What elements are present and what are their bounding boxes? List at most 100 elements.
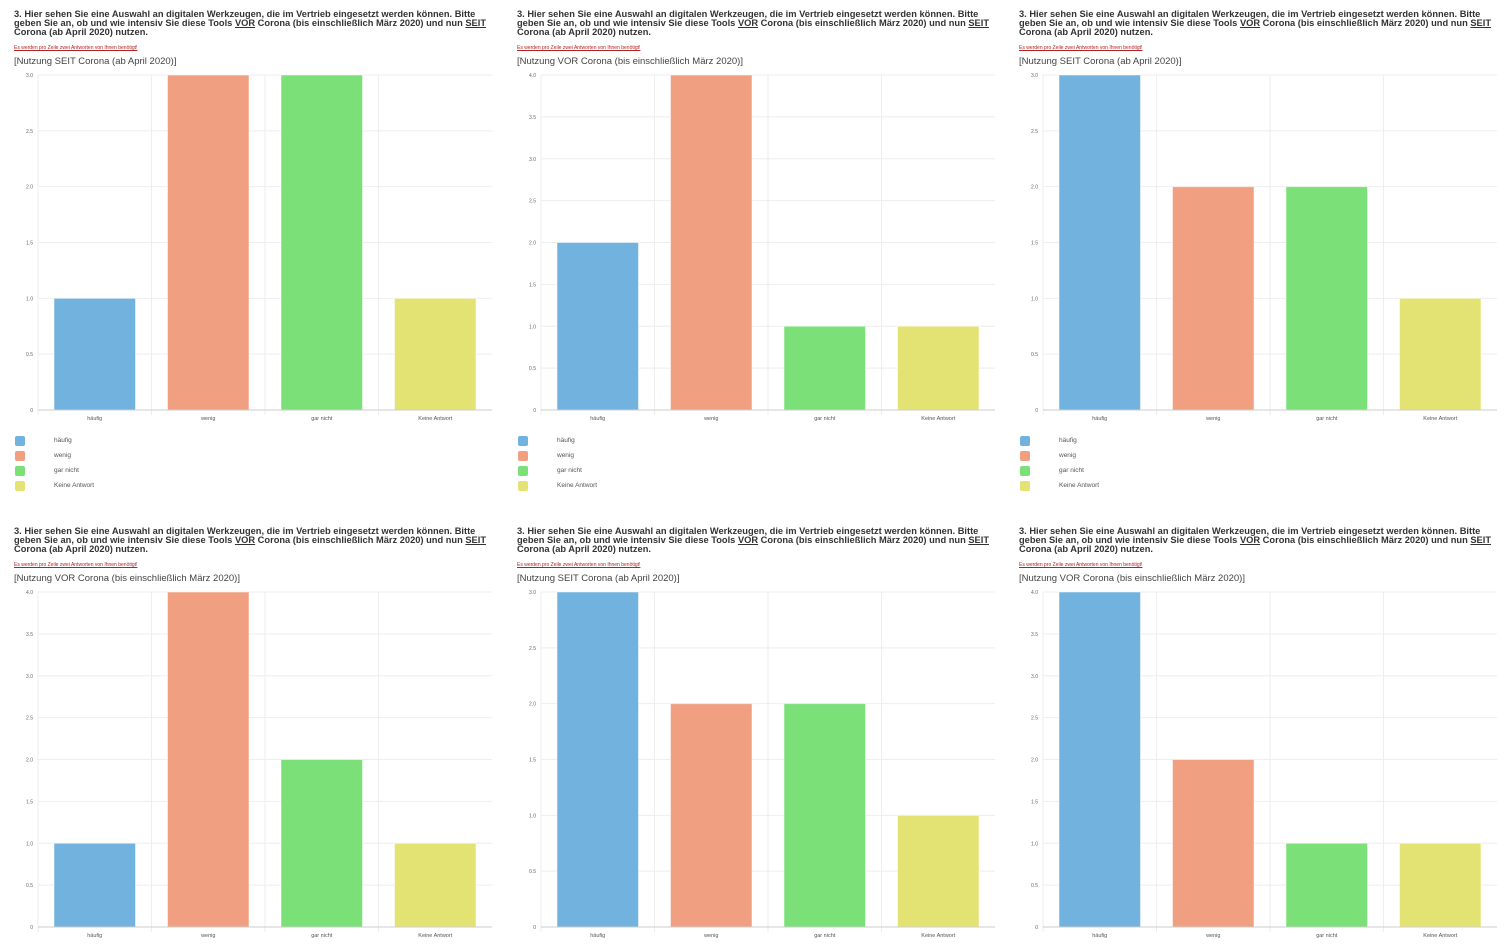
chart-panel: 3. Hier sehen Sie eine Auswahl an digita… (1019, 9, 1504, 491)
chart-subtitle: [Nutzung SEIT Corona (ab April 2020)] (517, 573, 680, 584)
bar-chart: 0 0.5 1.0 1.5 2.0 2.5 3.0 3.5 4.0 häufig wenig gar … (26, 590, 492, 939)
required-note: Es werden pro Zeile zwei Antworten von I… (14, 562, 138, 568)
chart-subtitle: [Nutzung VOR Corona (bis einschließlich … (517, 56, 743, 67)
bar-2 (783, 703, 866, 928)
x-tick-label: Keine Antwort (1423, 933, 1457, 939)
bar-2 (1285, 842, 1368, 928)
legend-swatch (15, 450, 25, 461)
y-tick-label: 0 (30, 925, 33, 931)
x-tick-label: wenig (1205, 933, 1220, 939)
bar-3 (394, 842, 477, 928)
x-tick-label: häufig (87, 416, 102, 422)
y-tick-label: 3.5 (1031, 632, 1038, 638)
y-tick-label: 3.0 (1031, 73, 1038, 79)
y-tick-label: 2.5 (26, 129, 33, 135)
y-tick-label: 2.0 (529, 702, 536, 708)
x-tick-label: Keine Antwort (418, 416, 452, 422)
y-tick-label: 0 (533, 925, 536, 931)
legend-item[interactable]: wenig (1020, 448, 1099, 463)
y-tick-label: 2.0 (529, 241, 536, 247)
y-tick-label: 0 (1035, 408, 1038, 414)
y-tick-label: 2.0 (26, 758, 33, 764)
chart-subtitle: [Nutzung SEIT Corona (ab April 2020)] (14, 56, 177, 67)
y-tick-label: 2.0 (1031, 758, 1038, 764)
legend-label: häufig (54, 437, 72, 444)
y-tick-label: 3.0 (529, 157, 536, 163)
chart-panel: 3. Hier sehen Sie eine Auswahl an digita… (517, 9, 1002, 491)
question-text: 3. Hier sehen Sie eine Auswahl an digita… (14, 526, 487, 554)
question-text: 3. Hier sehen Sie eine Auswahl an digita… (14, 9, 487, 37)
y-tick-label: 2.5 (26, 716, 33, 722)
legend-item[interactable]: Keine Antwort (518, 478, 597, 493)
bar-0 (53, 297, 136, 411)
required-note: Es werden pro Zeile zwei Antworten von I… (1019, 45, 1143, 51)
bar-1 (1172, 186, 1255, 411)
y-tick-label: 1.5 (1031, 241, 1038, 247)
legend-item[interactable]: häufig (15, 433, 94, 448)
chart-subtitle: [Nutzung VOR Corona (bis einschließlich … (1019, 573, 1245, 584)
x-tick-label: wenig (200, 933, 215, 939)
required-note: Es werden pro Zeile zwei Antworten von I… (1019, 562, 1143, 568)
legend-item[interactable]: Keine Antwort (15, 478, 94, 493)
legend-label: gar nicht (557, 467, 582, 474)
legend: häufig wenig gar nicht Keine Antwort (15, 433, 94, 493)
x-tick-label: gar nicht (311, 933, 333, 939)
legend-swatch (1020, 465, 1030, 476)
legend-item[interactable]: Keine Antwort (1020, 478, 1099, 493)
bar-3 (1399, 842, 1482, 928)
chart-subtitle: [Nutzung SEIT Corona (ab April 2020)] (1019, 56, 1182, 67)
x-tick-label: wenig (703, 416, 718, 422)
bar-1 (167, 591, 250, 928)
y-tick-label: 3.0 (26, 73, 33, 79)
required-note: Es werden pro Zeile zwei Antworten von I… (517, 562, 641, 568)
y-tick-label: 1.5 (26, 799, 33, 805)
x-tick-label: Keine Antwort (1423, 416, 1457, 422)
legend-label: wenig (1059, 452, 1076, 459)
legend-swatch (15, 480, 25, 491)
x-tick-label: wenig (1205, 416, 1220, 422)
legend-label: gar nicht (54, 467, 79, 474)
y-tick-label: 1.0 (529, 324, 536, 330)
legend-item[interactable]: wenig (15, 448, 94, 463)
bar-2 (1285, 186, 1368, 411)
y-tick-label: 0 (30, 408, 33, 414)
y-tick-label: 1.5 (26, 241, 33, 247)
chart-panel: 3. Hier sehen Sie eine Auswahl an digita… (1019, 526, 1504, 939)
x-tick-label: wenig (200, 416, 215, 422)
bar-0 (1058, 74, 1141, 411)
legend-label: häufig (1059, 437, 1077, 444)
bar-chart: 0 0.5 1.0 1.5 2.0 2.5 3.0 häufig wenig gar nicht K… (1031, 73, 1497, 422)
question-text: 3. Hier sehen Sie eine Auswahl an digita… (1019, 9, 1492, 37)
y-tick-label: 1.5 (1031, 799, 1038, 805)
legend-item[interactable]: gar nicht (518, 463, 597, 478)
x-tick-label: häufig (87, 933, 102, 939)
bar-1 (670, 74, 753, 411)
y-tick-label: 0 (533, 408, 536, 414)
legend-swatch (518, 450, 528, 461)
x-tick-label: häufig (1092, 933, 1107, 939)
bar-chart: 0 0.5 1.0 1.5 2.0 2.5 3.0 häufig wenig gar nicht K… (26, 73, 492, 422)
legend-label: Keine Antwort (1059, 482, 1100, 489)
y-tick-label: 2.5 (529, 199, 536, 205)
legend-label: häufig (557, 437, 575, 444)
y-tick-label: 3.5 (26, 632, 33, 638)
legend-item[interactable]: gar nicht (15, 463, 94, 478)
legend-label: wenig (54, 452, 71, 459)
chart-panel: 3. Hier sehen Sie eine Auswahl an digita… (14, 9, 499, 491)
y-tick-label: 2.5 (1031, 716, 1038, 722)
y-tick-label: 0.5 (1031, 352, 1038, 358)
x-tick-label: gar nicht (814, 416, 836, 422)
bar-1 (167, 74, 250, 411)
y-tick-label: 0 (1035, 925, 1038, 931)
legend-item[interactable]: häufig (518, 433, 597, 448)
legend-swatch (1020, 480, 1030, 491)
legend-item[interactable]: häufig (1020, 433, 1099, 448)
y-tick-label: 1.5 (529, 758, 536, 764)
bar-2 (280, 759, 363, 928)
x-tick-label: häufig (590, 416, 605, 422)
legend-label: Keine Antwort (54, 482, 95, 489)
y-tick-label: 3.0 (1031, 674, 1038, 680)
legend-item[interactable]: wenig (518, 448, 597, 463)
x-tick-label: wenig (703, 933, 718, 939)
legend-item[interactable]: gar nicht (1020, 463, 1099, 478)
